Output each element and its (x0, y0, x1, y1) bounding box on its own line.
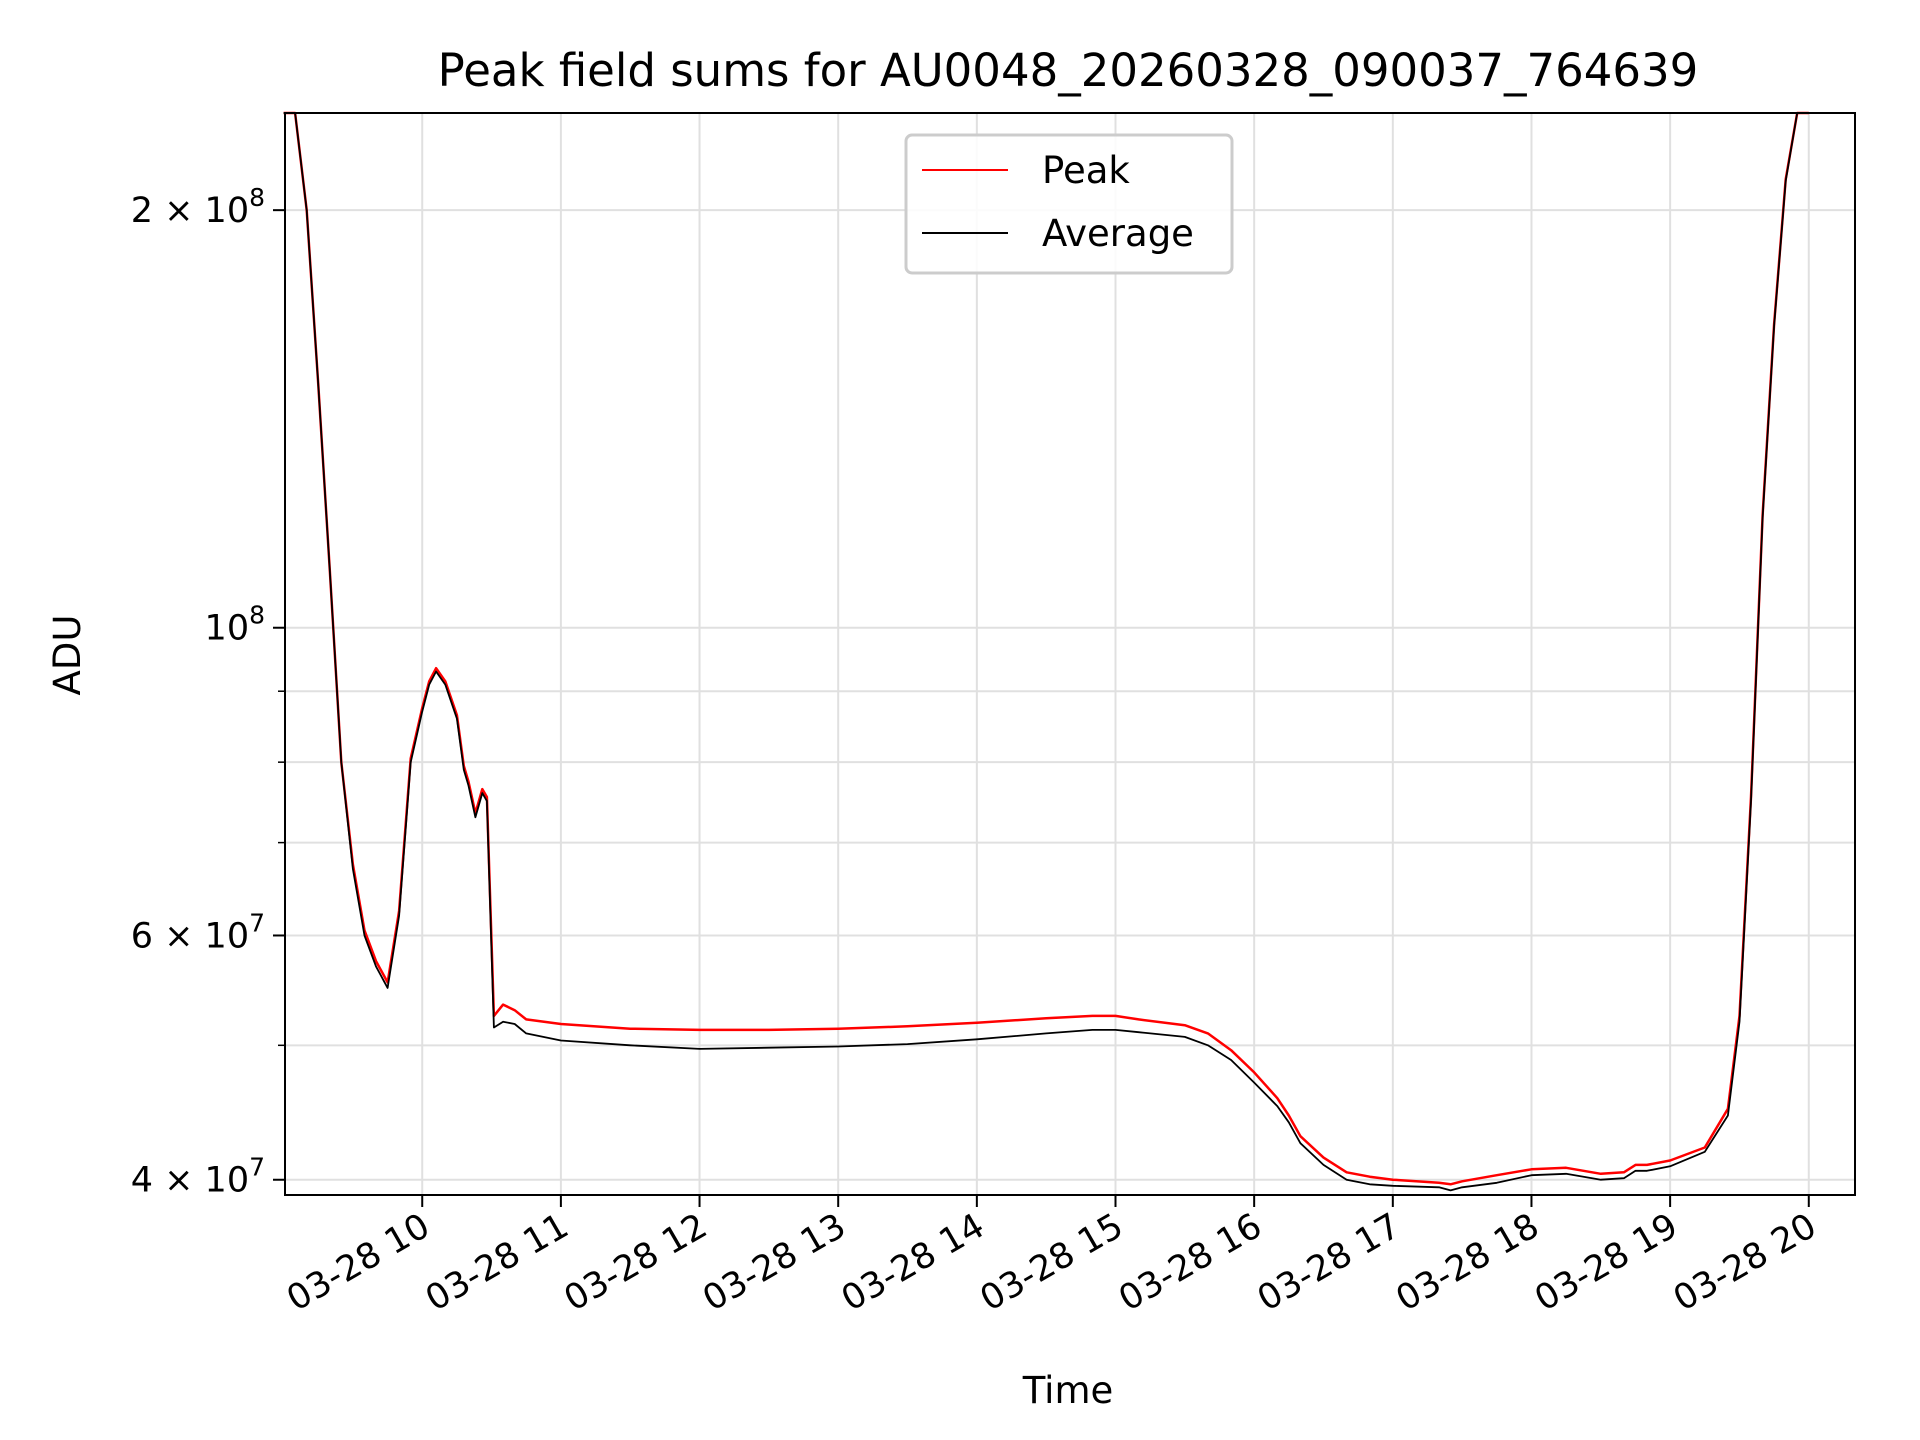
y-tick-label: 6 × 107 (131, 908, 265, 956)
y-tick-label: 4 × 107 (131, 1153, 265, 1201)
y-axis-label: ADU (46, 615, 89, 696)
legend-label-peak: Peak (1042, 149, 1130, 192)
y-tick-label: 2 × 108 (131, 183, 265, 231)
x-axis-label: Time (1022, 1369, 1114, 1412)
y-tick-label: 108 (205, 601, 265, 649)
legend: Peak Average (904, 133, 1234, 275)
chart-title: Peak field sums for AU0048_20260328_0900… (438, 44, 1699, 97)
legend-label-average: Average (1042, 212, 1194, 255)
y-axis: 4 × 107 6 × 107 108 2 × 108 (131, 183, 285, 1201)
series-line-average (283, 112, 1809, 1192)
plot-lines (283, 111, 1809, 1192)
axes-frame (284, 112, 1856, 1196)
